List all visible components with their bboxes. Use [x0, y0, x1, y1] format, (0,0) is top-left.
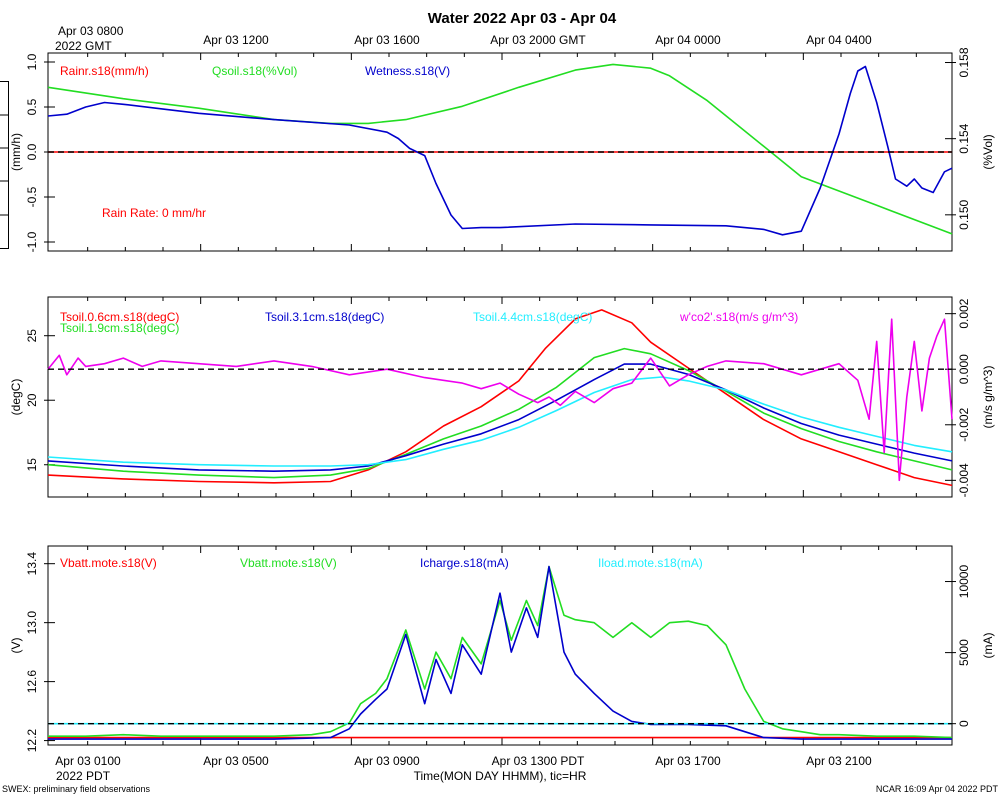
top-tick-label-2: Apr 03 1600 [354, 33, 420, 47]
plot-frame [47, 545, 953, 746]
y-tick-label-right: 0.158 [957, 47, 971, 77]
legend-entry: Rainr.s18(mm/h) [60, 64, 149, 78]
y-tick-label-right: -0.004 [957, 463, 971, 497]
y-tick-label-right: -0.002 [957, 407, 971, 441]
legend-entry: Iload.mote.s18(mA) [598, 556, 703, 570]
y-tick-label-left: 0.0 [25, 143, 39, 160]
series-line-2 [47, 363, 953, 472]
soil-temperature-panel: 25 20 15 0.002 0.000 -0.002 -0.004 (degC) (m/s g… [9, 296, 995, 498]
top-tick-label-3: Apr 03 2000 GMT [490, 33, 586, 47]
y-tick-label-left: 13.0 [25, 611, 39, 635]
y-tick-label-left: 1.0 [25, 53, 39, 70]
y-tick-label-left: 12.6 [25, 670, 39, 694]
y-axis-label-right: (%Vol) [981, 134, 995, 169]
y-tick-label-right: 0.154 [957, 123, 971, 153]
legend-entry: Tsoil.4.4cm.s18(degC) [473, 310, 592, 324]
y-axis-label-right: (m/s g/m^3) [981, 366, 995, 429]
legend-entry: Icharge.s18(mA) [420, 556, 509, 570]
y-tick-label-right: 0 [957, 720, 971, 727]
legend-entry: Tsoil.3.1cm.s18(degC) [265, 310, 384, 324]
y-tick-label-right: 0.002 [957, 298, 971, 328]
bottom-tick-label-5: Apr 03 2100 [806, 754, 872, 768]
y-tick-label-left: 20 [25, 393, 39, 407]
series-line-4 [47, 318, 953, 482]
top-axis-start-label-2: 2022 GMT [55, 39, 112, 53]
top-tick-label-1: Apr 03 1200 [203, 33, 269, 47]
series-line-0 [47, 309, 953, 487]
x-axis-label: Time(MON DAY HHMM), tic=HR [414, 769, 587, 783]
y-tick-label-left: 25 [25, 329, 39, 343]
series-line-2 [47, 65, 953, 236]
bottom-tick-label-3: Apr 03 1300 PDT [492, 754, 585, 768]
y-tick-label-left: -1.0 [25, 231, 39, 252]
footer-right: NCAR 16:09 Apr 04 2022 PDT [876, 784, 999, 794]
legend-entry: Vbatt.mote.s18(V) [60, 556, 157, 570]
range-bracket [0, 81, 9, 249]
series-line-2 [48, 565, 952, 740]
legend-entry: Tsoil.1.9cm.s18(degC) [60, 321, 179, 335]
bottom-axis-start-label-2: 2022 PDT [56, 769, 111, 783]
bottom-tick-label-2: Apr 03 0900 [354, 754, 420, 768]
y-axis-label-right: (mA) [981, 633, 995, 659]
y-tick-label-right: 5000 [957, 639, 971, 666]
legend-entry: Wetness.s18(V) [365, 64, 450, 78]
series-line-1 [47, 347, 953, 479]
bottom-axis-start-label-1: Apr 03 0100 [55, 754, 121, 768]
bottom-tick-label-4: Apr 03 1700 [655, 754, 721, 768]
y-tick-label-left: 0.5 [25, 98, 39, 115]
plot-frame [47, 296, 953, 498]
y-axis-label-left: (degC) [9, 379, 23, 416]
rain-rate-annotation: Rain Rate: 0 mm/hr [102, 206, 206, 220]
y-axis-label-left: (mm/h) [9, 133, 23, 171]
top-tick-label-5: Apr 04 0400 [806, 33, 872, 47]
y-tick-label-right: 10000 [957, 565, 971, 599]
top-axis-start-label-1: Apr 03 0800 [58, 24, 124, 38]
top-tick-label-4: Apr 04 0000 [655, 33, 721, 47]
y-tick-label-left: 12.2 [25, 729, 39, 753]
y-tick-label-right: 0.150 [957, 199, 971, 229]
rain-wetness-panel: 1.0 0.5 0.0 -0.5 -1.0 0.158 0.154 0.150 (mm/h) (%… [9, 47, 995, 252]
footer-left: SWEX: preliminary field observations [2, 784, 151, 794]
series-line-3 [47, 376, 953, 467]
legend-entry: Qsoil.s18(%Vol) [212, 64, 297, 78]
bottom-tick-label-1: Apr 03 0500 [203, 754, 269, 768]
y-tick-label-left: 13.4 [25, 552, 39, 576]
battery-power-panel: 13.4 13.0 12.6 12.2 10000 5000 0 (V) (mA) Vbatt.m… [9, 545, 995, 753]
y-tick-label-left: 15 [25, 458, 39, 472]
y-tick-label-left: -0.5 [25, 186, 39, 207]
legend-entry: Tsoil.0.6cm.s18(degC) [60, 310, 179, 324]
legend-entry: w'co2'.s18(m/s g/m^3) [679, 310, 798, 324]
series-line-1 [48, 565, 953, 739]
chart-title: Water 2022 Apr 03 - Apr 04 [428, 10, 617, 27]
y-axis-label-left: (V) [9, 638, 23, 654]
y-tick-label-right: 0.000 [957, 354, 971, 384]
legend-entry: Vbatt.mote.s18(V) [240, 556, 337, 570]
